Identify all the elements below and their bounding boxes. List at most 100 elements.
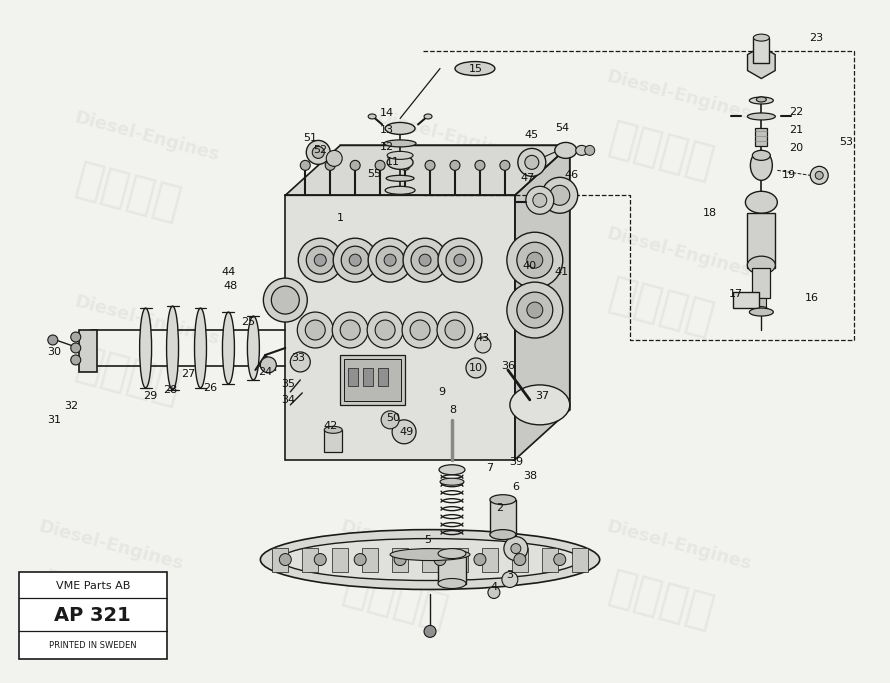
Bar	[438, 553, 466, 583]
Text: 55: 55	[368, 169, 381, 180]
Text: 27: 27	[182, 369, 196, 379]
Circle shape	[815, 171, 823, 180]
Circle shape	[384, 254, 396, 266]
Circle shape	[48, 335, 58, 345]
Text: 38: 38	[522, 471, 537, 481]
Circle shape	[332, 312, 368, 348]
Ellipse shape	[438, 579, 466, 589]
Circle shape	[261, 357, 276, 373]
Circle shape	[434, 553, 446, 566]
Bar	[272, 548, 288, 572]
Text: PRINTED IN SWEDEN: PRINTED IN SWEDEN	[49, 641, 136, 650]
Text: 51: 51	[303, 133, 317, 143]
Bar	[752, 268, 771, 298]
Ellipse shape	[385, 186, 415, 194]
Circle shape	[525, 155, 538, 169]
Text: 48: 48	[223, 281, 238, 291]
Circle shape	[475, 337, 491, 353]
Circle shape	[305, 320, 325, 340]
Text: 16: 16	[805, 293, 820, 303]
Polygon shape	[286, 145, 570, 195]
Circle shape	[518, 148, 546, 176]
Circle shape	[454, 254, 466, 266]
Circle shape	[419, 254, 431, 266]
Text: 紫发动力: 紫发动力	[72, 157, 186, 226]
Circle shape	[381, 411, 399, 429]
Circle shape	[533, 193, 546, 207]
Circle shape	[507, 282, 562, 338]
Text: Diesel-Engines: Diesel-Engines	[605, 68, 754, 124]
Text: 33: 33	[291, 353, 305, 363]
Circle shape	[410, 320, 430, 340]
Ellipse shape	[755, 307, 768, 313]
Circle shape	[466, 358, 486, 378]
Text: 2: 2	[497, 503, 504, 513]
Bar	[542, 548, 558, 572]
Circle shape	[502, 572, 518, 587]
Ellipse shape	[748, 256, 775, 274]
Text: Diesel-Engines: Diesel-Engines	[72, 293, 221, 349]
Circle shape	[488, 587, 500, 598]
Bar	[286, 195, 514, 460]
Ellipse shape	[324, 426, 343, 433]
Ellipse shape	[387, 155, 413, 169]
Ellipse shape	[390, 548, 470, 561]
Text: 29: 29	[143, 391, 158, 401]
Text: 21: 21	[789, 126, 804, 135]
Text: 紫发动力: 紫发动力	[36, 566, 151, 635]
Ellipse shape	[247, 316, 259, 380]
Circle shape	[403, 238, 447, 282]
Text: 11: 11	[386, 157, 400, 167]
Circle shape	[527, 252, 543, 268]
Circle shape	[542, 178, 578, 213]
Circle shape	[327, 150, 343, 167]
Text: 12: 12	[380, 142, 394, 152]
Circle shape	[298, 238, 343, 282]
Circle shape	[350, 161, 360, 170]
Circle shape	[526, 186, 554, 214]
Ellipse shape	[749, 97, 773, 104]
Circle shape	[514, 553, 526, 566]
Bar	[19, 572, 166, 659]
Circle shape	[376, 246, 404, 274]
Circle shape	[475, 161, 485, 170]
Ellipse shape	[195, 308, 206, 388]
Ellipse shape	[386, 176, 414, 181]
Circle shape	[279, 553, 291, 566]
Ellipse shape	[166, 306, 179, 390]
Circle shape	[504, 537, 528, 561]
Circle shape	[368, 312, 403, 348]
Text: 49: 49	[399, 427, 413, 437]
Circle shape	[263, 278, 307, 322]
Ellipse shape	[140, 308, 151, 388]
Text: 紫发动力: 紫发动力	[605, 273, 719, 342]
Bar	[756, 298, 766, 310]
Bar	[78, 330, 97, 372]
Ellipse shape	[368, 114, 376, 119]
Circle shape	[349, 254, 361, 266]
Bar	[571, 548, 587, 572]
Circle shape	[400, 161, 410, 170]
Ellipse shape	[750, 150, 773, 180]
Bar	[753, 38, 769, 63]
Polygon shape	[514, 145, 570, 460]
Bar	[363, 368, 373, 386]
Circle shape	[474, 553, 486, 566]
Circle shape	[71, 332, 81, 342]
Circle shape	[306, 141, 330, 165]
Ellipse shape	[280, 539, 579, 581]
Circle shape	[71, 343, 81, 353]
Circle shape	[425, 161, 435, 170]
Text: 52: 52	[313, 145, 328, 156]
Circle shape	[312, 146, 324, 158]
Circle shape	[392, 420, 416, 444]
Circle shape	[306, 246, 335, 274]
Text: 3: 3	[506, 570, 514, 579]
Bar	[733, 292, 759, 308]
Bar	[392, 548, 409, 572]
Bar	[340, 355, 405, 405]
Ellipse shape	[576, 145, 587, 155]
Text: 46: 46	[564, 170, 578, 180]
Ellipse shape	[384, 140, 416, 147]
Ellipse shape	[439, 464, 465, 475]
